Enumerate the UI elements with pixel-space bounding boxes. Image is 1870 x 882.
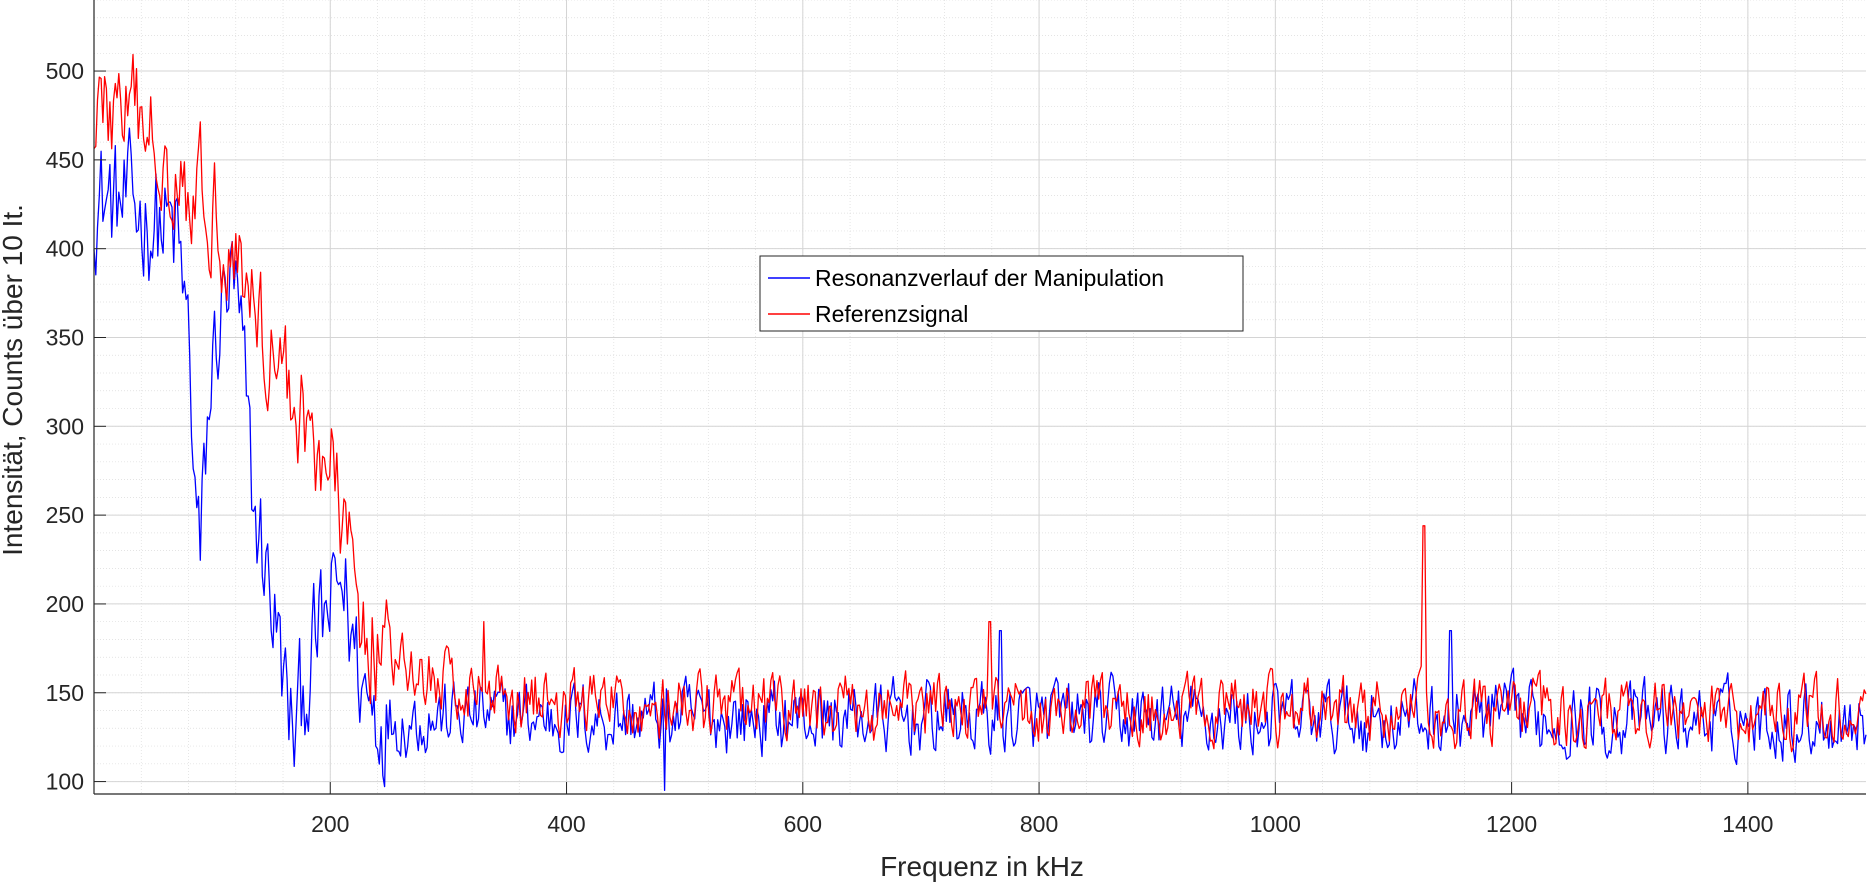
y-tick-label: 500 — [46, 58, 84, 84]
x-tick-label: 1200 — [1486, 811, 1537, 837]
series-layer — [93, 53, 1867, 792]
y-tick-label: 450 — [46, 147, 84, 173]
y-tick-labels: 100 150 200 250 300 350 400 450 500 — [46, 58, 84, 795]
x-axis-label: Frequenz in kHz — [880, 851, 1084, 882]
y-tick-label: 300 — [46, 413, 84, 439]
x-tick-label: 600 — [784, 811, 822, 837]
major-grid — [94, 0, 1866, 794]
legend-box — [759, 255, 1244, 332]
y-tick-label: 250 — [46, 502, 84, 528]
y-tick-label: 400 — [46, 236, 84, 262]
y-axis-label: Intensität, Counts über 10 It. — [0, 204, 28, 556]
y-tick-label: 350 — [46, 324, 84, 350]
y-tick-label: 150 — [46, 680, 84, 706]
legend-label-series-1: Resonanzverlauf der Manipulation — [815, 265, 1164, 291]
series-line-1 — [93, 127, 1867, 792]
x-tick-labels: 200 400 600 800 1000 1200 1400 — [311, 811, 1773, 837]
legend: Resonanzverlauf der Manipulation Referen… — [759, 255, 1244, 332]
y-tick-label: 100 — [46, 769, 84, 795]
x-tick-label: 400 — [547, 811, 585, 837]
axes — [93, 0, 1866, 795]
y-tick-label: 200 — [46, 591, 84, 617]
series-line-2 — [93, 53, 1867, 753]
x-tick-label: 800 — [1020, 811, 1058, 837]
x-tick-label: 200 — [311, 811, 349, 837]
x-tick-label: 1000 — [1250, 811, 1301, 837]
x-tick-label: 1400 — [1722, 811, 1773, 837]
legend-label-series-2: Referenzsignal — [815, 301, 968, 327]
